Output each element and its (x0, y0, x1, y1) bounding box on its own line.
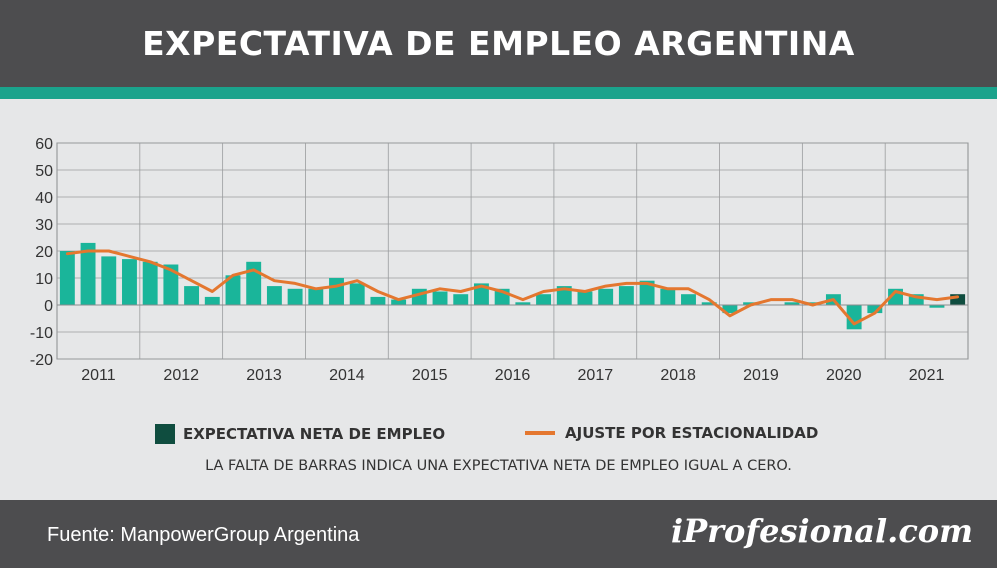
x-tick-label: 2013 (246, 367, 282, 384)
bar (329, 278, 344, 305)
bar (660, 288, 676, 305)
y-tick-label: 0 (44, 298, 53, 315)
x-tick-label: 2018 (660, 367, 696, 384)
bar (701, 302, 717, 305)
bar (577, 291, 593, 305)
bar (142, 261, 158, 305)
x-tick-label: 2021 (909, 367, 945, 384)
accent-strip (0, 87, 997, 99)
bar (784, 302, 800, 305)
bar (80, 242, 96, 305)
bar (473, 283, 489, 305)
bar (681, 294, 696, 305)
bar (453, 294, 469, 305)
bar (722, 305, 738, 314)
y-tick-label: -20 (30, 352, 53, 369)
y-tick-label: 60 (35, 136, 53, 153)
x-tick-label: 2011 (81, 367, 116, 384)
x-tick-label: 2019 (743, 367, 779, 384)
bar (908, 294, 924, 305)
bar (598, 288, 614, 305)
x-tick-label: 2017 (578, 367, 614, 384)
x-tick-label: 2016 (495, 367, 531, 384)
bar (101, 256, 117, 305)
bar (163, 264, 179, 305)
bar (950, 294, 966, 305)
x-tick-label: 2014 (329, 367, 365, 384)
bar (639, 280, 655, 305)
legend-line-swatch (525, 431, 555, 435)
y-tick-label: 40 (35, 190, 53, 207)
bar (556, 286, 572, 305)
bar (370, 296, 386, 305)
y-tick-label: 20 (35, 244, 53, 261)
source-text: Fuente: ManpowerGroup Argentina (47, 524, 360, 546)
y-tick-label: 50 (35, 163, 53, 180)
bar (391, 299, 407, 305)
bar (204, 296, 220, 305)
y-tick-label: 30 (35, 217, 53, 234)
brand-logo: iProfesional.com (670, 512, 973, 550)
legend-bar-label: EXPECTATIVA NETA DE EMPLEO (183, 425, 446, 443)
chart-title: EXPECTATIVA DE EMPLEO ARGENTINA (142, 24, 855, 63)
bar (122, 259, 137, 305)
bar (618, 286, 634, 305)
bar (246, 261, 262, 305)
bar (184, 286, 200, 305)
footer: Fuente: ManpowerGroup Argentina iProfesi… (0, 500, 997, 568)
legend-item-bars: EXPECTATIVA NETA DE EMPLEO (155, 424, 445, 444)
y-tick-label: 10 (35, 271, 53, 288)
legend-line-label: AJUSTE POR ESTACIONALIDAD (565, 424, 819, 442)
legend-item-line: AJUSTE POR ESTACIONALIDAD (525, 424, 818, 442)
bar (536, 294, 552, 305)
bar (515, 302, 531, 305)
chart-note: LA FALTA DE BARRAS INDICA UNA EXPECTATIV… (205, 458, 792, 474)
bar (59, 251, 75, 305)
bar (225, 275, 241, 305)
x-tick-label: 2020 (826, 367, 862, 384)
y-tick-label: -10 (30, 325, 53, 342)
bar (266, 286, 282, 305)
seasonal-adjustment-line (65, 249, 960, 326)
title-banner: EXPECTATIVA DE EMPLEO ARGENTINA (0, 0, 997, 87)
bar (349, 283, 365, 305)
chart-area: 60 50 40 30 20 10 0 -10 -20 2011 2012 2013 2014 2015 2… (30, 136, 969, 384)
x-tick-label: 2012 (163, 367, 199, 384)
bar (867, 305, 883, 314)
bar (432, 291, 448, 305)
x-tick-label: 2015 (412, 367, 448, 384)
bar (308, 288, 324, 305)
legend-bar-swatch (155, 424, 175, 444)
bar (929, 305, 945, 308)
bar (287, 288, 303, 305)
